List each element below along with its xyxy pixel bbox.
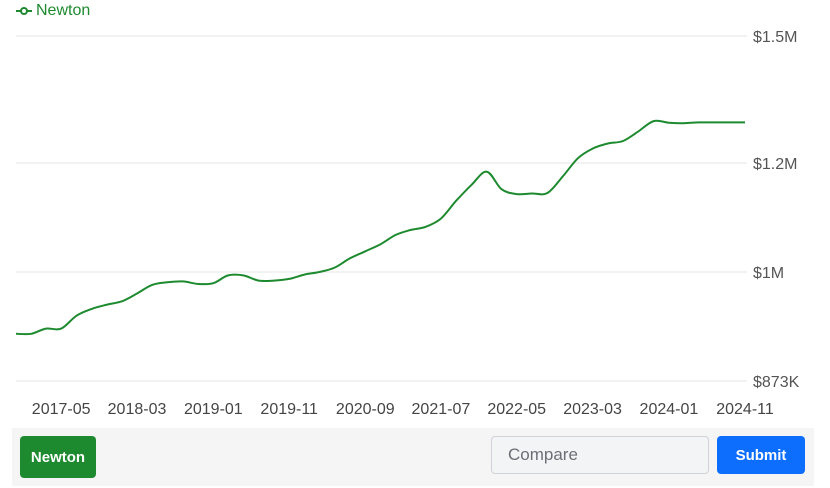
x-tick-label: 2017-05 <box>32 401 91 418</box>
city-button-newton[interactable]: Newton <box>20 436 96 478</box>
x-tick-label: 2023-03 <box>563 401 622 418</box>
compare-input[interactable] <box>491 436 709 474</box>
legend-item-newton[interactable]: Newton <box>16 2 90 20</box>
x-tick-label: 2022-05 <box>487 401 546 418</box>
x-tick-label: 2020-09 <box>336 401 395 418</box>
chart-series <box>15 119 745 336</box>
chart-grid <box>16 35 747 382</box>
x-tick-label: 2019-01 <box>184 401 243 418</box>
x-axis-labels: 2017-05 2018-03 2019-01 2019-11 2020-09 2021-… <box>32 401 774 418</box>
y-tick-label: $1.5M <box>753 29 797 46</box>
legend-label: Newton <box>36 2 91 19</box>
x-tick-label: 2018-03 <box>108 401 167 418</box>
controls-bar: Newton Submit <box>12 428 814 486</box>
x-tick-label: 2021-07 <box>412 401 471 418</box>
series-line-newton <box>15 119 745 336</box>
y-tick-label: $1M <box>753 265 784 282</box>
x-tick-label: 2019-11 <box>260 401 318 418</box>
x-tick-label: 2024-11 <box>716 401 774 418</box>
y-tick-label: $1.2M <box>753 156 797 173</box>
y-tick-label: $873K <box>753 374 800 391</box>
y-axis-labels: $873K $1M $1.2M $1.5M <box>753 29 800 391</box>
submit-button[interactable]: Submit <box>717 436 805 474</box>
x-tick-label: 2024-01 <box>640 401 699 418</box>
price-line-chart: $873K $1M $1.2M $1.5M 2017-05 2018-03 2019-01… <box>15 29 800 418</box>
legend-line-marker-icon <box>16 7 32 15</box>
